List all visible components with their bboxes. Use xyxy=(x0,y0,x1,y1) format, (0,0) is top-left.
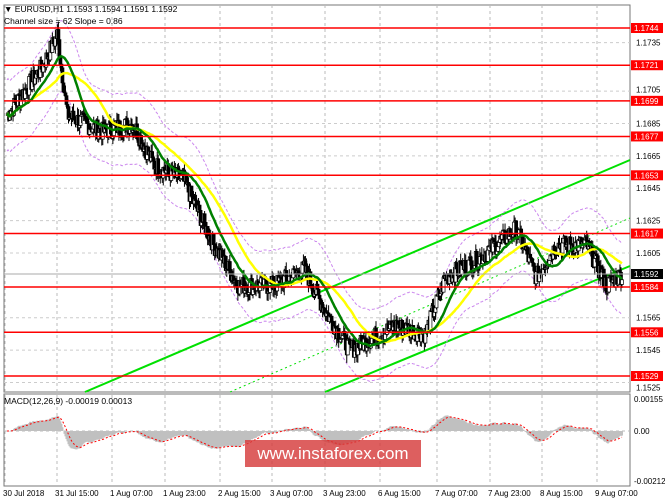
level-label: 1.1721 xyxy=(634,61,659,70)
x-tick-label: 6 Aug 15:00 xyxy=(378,489,421,498)
x-tick-label: 7 Aug 23:00 xyxy=(488,489,531,498)
level-label-bg xyxy=(631,327,663,338)
watermark: www.instaforex.com xyxy=(245,440,421,467)
channel-upper xyxy=(84,159,631,393)
ma-fast-line xyxy=(5,54,623,348)
candle xyxy=(496,246,500,252)
level-label: 1.1677 xyxy=(634,132,659,141)
x-tick-label: 3 Aug 07:00 xyxy=(270,489,313,498)
x-tick-label: 7 Aug 07:00 xyxy=(435,489,478,498)
price-tick-label: 1.1645 xyxy=(636,184,661,193)
level-label-bg xyxy=(631,131,663,142)
candle xyxy=(64,95,69,105)
band-upper xyxy=(6,20,623,311)
level-label-bg xyxy=(631,95,663,106)
macd-label: MACD(12,26,9) -0.00019 0.00013 xyxy=(4,396,133,406)
price-tick-label: 1.1565 xyxy=(636,314,661,323)
macd-signal-line xyxy=(6,416,623,449)
x-tick-label: 31 Jul 15:00 xyxy=(55,489,99,498)
macd-tick-label: -0.00212 xyxy=(634,477,665,486)
x-tick-label: 9 Aug 07:00 xyxy=(595,489,638,498)
candle xyxy=(620,279,624,285)
x-tick-label: 8 Aug 15:00 xyxy=(540,489,583,498)
candle xyxy=(434,294,439,309)
candle xyxy=(525,246,530,255)
channel-info: Channel size = 62 Slope = 0.86 xyxy=(4,16,123,26)
price-tick-label: 1.1605 xyxy=(636,249,661,258)
candle xyxy=(528,253,533,259)
macd-tick-label: 0.00155 xyxy=(634,395,663,404)
candle xyxy=(568,236,573,245)
price-tick-label: 1.1625 xyxy=(636,217,661,226)
current-price-label: 1.1592 xyxy=(634,270,659,279)
x-tick-label: 1 Aug 23:00 xyxy=(163,489,206,498)
level-label: 1.1529 xyxy=(634,372,659,381)
candle xyxy=(61,82,66,93)
price-tick-label: 1.1525 xyxy=(636,383,661,392)
price-tick-label: 1.1705 xyxy=(636,85,661,94)
level-label: 1.1699 xyxy=(634,97,659,106)
level-label-bg xyxy=(631,370,663,381)
ma-slow-line xyxy=(5,71,623,344)
price-tick-label: 1.1545 xyxy=(636,346,661,355)
band-lower xyxy=(6,91,623,383)
candle xyxy=(347,338,352,344)
candle xyxy=(202,213,207,223)
macd-tick-label: 0.00 xyxy=(634,427,650,436)
candle xyxy=(63,92,68,97)
x-tick-label: 30 Jul 2018 xyxy=(3,489,45,498)
x-tick-label: 3 Aug 23:00 xyxy=(323,489,366,498)
symbol-header: ▼ EURUSD,H1 1.1593 1.1594 1.1591 1.1592 xyxy=(4,4,178,14)
level-label-bg xyxy=(631,23,663,33)
level-label-bg xyxy=(631,170,663,181)
channel-lower xyxy=(324,265,631,393)
level-label: 1.1653 xyxy=(634,171,659,180)
level-label-bg xyxy=(631,281,663,292)
level-label: 1.1744 xyxy=(634,24,659,33)
level-label: 1.1556 xyxy=(634,328,659,337)
price-tick-label: 1.1685 xyxy=(636,119,661,128)
price-tick-label: 1.1665 xyxy=(636,152,661,161)
candle xyxy=(428,310,433,332)
level-label: 1.1617 xyxy=(634,230,659,239)
level-label: 1.1584 xyxy=(634,283,659,292)
x-tick-label: 1 Aug 07:00 xyxy=(110,489,153,498)
level-label-bg xyxy=(631,60,663,71)
price-tick-label: 1.1735 xyxy=(636,39,661,48)
level-label-bg xyxy=(631,228,663,239)
x-tick-label: 2 Aug 15:00 xyxy=(218,489,261,498)
macd-frame xyxy=(3,393,631,487)
candle xyxy=(560,242,565,254)
current-price-bg xyxy=(631,269,663,280)
main-frame xyxy=(3,4,631,393)
candle xyxy=(317,294,322,300)
